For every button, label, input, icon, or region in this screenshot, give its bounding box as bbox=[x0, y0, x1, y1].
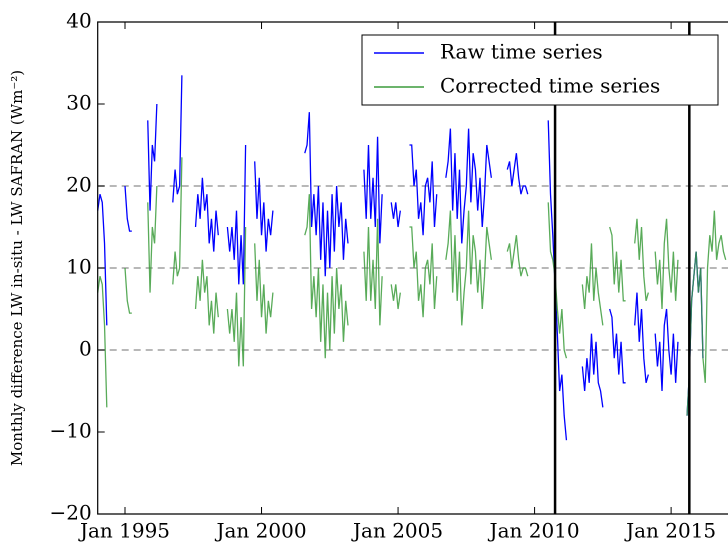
x-tick-label: Jan 2005 bbox=[351, 519, 443, 543]
y-axis-label: Monthly difference LW in-situ - LW SAFRA… bbox=[8, 70, 26, 466]
legend-label: Raw time series bbox=[440, 40, 603, 64]
legend-label: Corrected time series bbox=[440, 74, 660, 98]
y-tick-label: −20 bbox=[49, 501, 91, 525]
x-tick-label: Jan 2000 bbox=[214, 519, 306, 543]
y-tick-label: 20 bbox=[66, 173, 91, 197]
x-tick-label: Jan 1995 bbox=[78, 519, 170, 543]
data-line bbox=[97, 75, 704, 441]
legend-box bbox=[361, 34, 719, 106]
data-line bbox=[97, 157, 727, 416]
y-tick-label: 30 bbox=[66, 91, 91, 115]
x-tick-label: Jan 2010 bbox=[488, 519, 580, 543]
legend: Raw time series Corrected time series bbox=[361, 34, 719, 106]
y-tick-label: −10 bbox=[49, 419, 91, 443]
x-tick-label: Jan 2015 bbox=[624, 519, 716, 543]
y-tick-label: 40 bbox=[66, 9, 91, 33]
y-tick-label: 10 bbox=[66, 255, 91, 279]
y-tick-label: 0 bbox=[79, 337, 92, 361]
